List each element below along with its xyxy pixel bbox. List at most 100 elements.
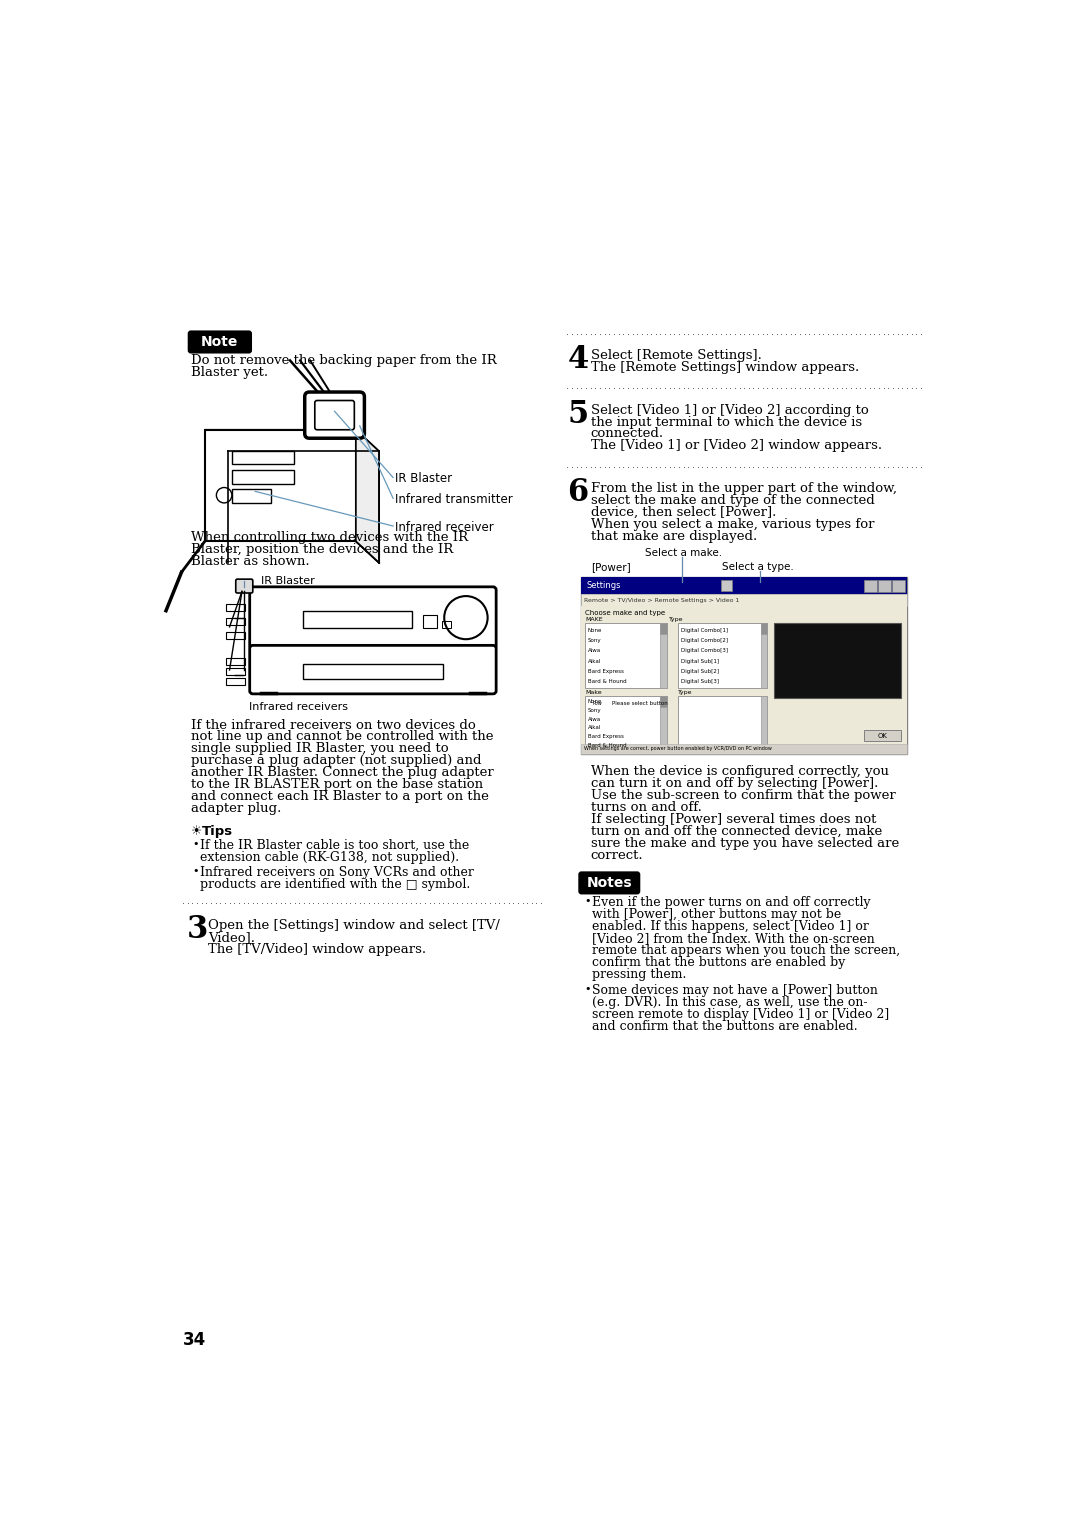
Point	[572, 321, 590, 345]
Point	[615, 321, 632, 345]
FancyBboxPatch shape	[249, 587, 496, 648]
Text: 3: 3	[187, 914, 208, 946]
Point	[619, 321, 636, 345]
Point	[820, 321, 837, 345]
Point	[610, 321, 627, 345]
Point	[661, 376, 678, 400]
Point	[184, 891, 201, 915]
Point	[472, 891, 489, 915]
Point	[713, 321, 730, 345]
Point	[532, 891, 550, 915]
Point	[800, 376, 818, 400]
Point	[847, 454, 864, 478]
Point	[586, 321, 604, 345]
Polygon shape	[356, 429, 379, 562]
Text: Aikal: Aikal	[588, 659, 600, 663]
Point	[314, 891, 332, 915]
Point	[679, 321, 697, 345]
Bar	[226, 633, 245, 639]
Point	[856, 321, 874, 345]
Text: Digital Sub[2]: Digital Sub[2]	[680, 669, 718, 674]
Text: 4: 4	[567, 344, 589, 376]
Text: and confirm that the buttons are enabled.: and confirm that the buttons are enabled…	[592, 1021, 858, 1033]
Point	[665, 376, 683, 400]
Point	[800, 454, 818, 478]
Point	[852, 454, 869, 478]
Point	[750, 454, 767, 478]
Bar	[581, 744, 907, 755]
Point	[679, 376, 697, 400]
Point	[833, 321, 850, 345]
Point	[861, 376, 878, 400]
Point	[796, 454, 813, 478]
Text: Choose make and type: Choose make and type	[585, 610, 665, 616]
Point	[707, 376, 725, 400]
Text: Bard Express: Bard Express	[588, 733, 623, 740]
Text: screen remote to display [Video 1] or [Video 2]: screen remote to display [Video 1] or [V…	[592, 1008, 890, 1021]
Point	[309, 891, 326, 915]
Point	[244, 891, 261, 915]
Text: single supplied IR Blaster, you need to: single supplied IR Blaster, you need to	[191, 743, 448, 755]
Point	[416, 891, 433, 915]
Point	[772, 376, 789, 400]
FancyBboxPatch shape	[305, 393, 364, 439]
Point	[605, 454, 622, 478]
Point	[889, 454, 906, 478]
Text: the input terminal to which the device is: the input terminal to which the device i…	[591, 416, 862, 428]
Point	[337, 891, 354, 915]
Point	[703, 321, 720, 345]
Text: •: •	[192, 839, 199, 848]
Text: Please select button: Please select button	[612, 701, 669, 706]
Bar	[761, 623, 768, 689]
Point	[272, 891, 289, 915]
Point	[699, 454, 716, 478]
Point	[796, 321, 813, 345]
Point	[230, 891, 247, 915]
Text: Infrared transmitter: Infrared transmitter	[394, 494, 512, 506]
Bar	[303, 611, 411, 628]
Text: Bard Express: Bard Express	[588, 669, 623, 674]
Point	[333, 891, 350, 915]
Point	[861, 321, 878, 345]
Point	[592, 321, 609, 345]
Point	[745, 376, 762, 400]
Point	[355, 891, 373, 915]
Text: From the list in the upper part of the window,: From the list in the upper part of the w…	[591, 483, 896, 495]
Text: When the device is configured correctly, you: When the device is configured correctly,…	[591, 766, 889, 778]
Point	[369, 891, 387, 915]
Text: Aikal: Aikal	[588, 726, 600, 730]
Text: (e.g. DVR). In this case, as well, use the on-: (e.g. DVR). In this case, as well, use t…	[592, 996, 867, 1008]
Point	[735, 321, 753, 345]
Text: can turn it on and off by selecting [Power].: can turn it on and off by selecting [Pow…	[591, 778, 878, 790]
Text: extension cable (RK-G138, not supplied).: extension cable (RK-G138, not supplied).	[200, 851, 459, 863]
Point	[624, 376, 642, 400]
Point	[689, 376, 706, 400]
Point	[689, 321, 706, 345]
Text: Video].: Video].	[207, 931, 255, 944]
Text: •: •	[584, 984, 591, 995]
Bar	[721, 581, 732, 591]
Text: Use the sub-screen to confirm that the power: Use the sub-screen to confirm that the p…	[591, 788, 895, 802]
Point	[913, 321, 930, 345]
Point	[518, 891, 536, 915]
Point	[866, 454, 883, 478]
Text: Infrared receivers: Infrared receivers	[248, 701, 348, 712]
Bar	[581, 607, 907, 755]
Text: Select [Remote Settings].: Select [Remote Settings].	[591, 348, 761, 362]
Text: ☀: ☀	[191, 825, 202, 837]
Point	[903, 321, 920, 345]
Point	[407, 891, 424, 915]
Point	[610, 376, 627, 400]
Point	[792, 321, 809, 345]
Point	[735, 454, 753, 478]
Bar	[585, 623, 666, 689]
Point	[707, 454, 725, 478]
Point	[679, 454, 697, 478]
Point	[476, 891, 494, 915]
Point	[907, 454, 924, 478]
Point	[633, 321, 650, 345]
Bar	[661, 623, 666, 634]
Point	[411, 891, 429, 915]
Point	[745, 321, 762, 345]
Point	[786, 454, 804, 478]
